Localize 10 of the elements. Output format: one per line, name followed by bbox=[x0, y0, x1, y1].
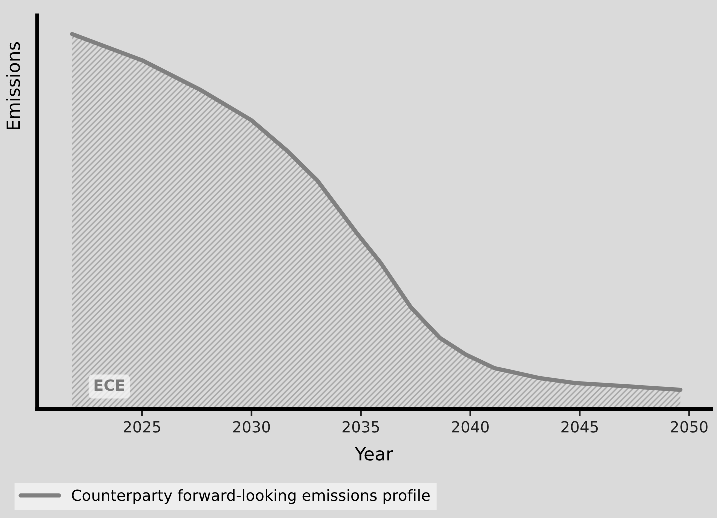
annotation: ECE bbox=[94, 380, 124, 392]
x-tick-label: 2040 bbox=[452, 421, 489, 433]
x-tick-label: 2035 bbox=[342, 421, 380, 433]
x-tick-label: 2025 bbox=[124, 421, 160, 433]
legend-label: Counterparty forward-looking emissions profile bbox=[72, 489, 430, 504]
x-axis-title: Year bbox=[355, 447, 394, 461]
x-tick-label: 2045 bbox=[562, 421, 598, 433]
x-tick-label: 2030 bbox=[233, 421, 270, 433]
y-axis-title: Emissions bbox=[6, 42, 20, 130]
x-tick-label: 2050 bbox=[671, 421, 708, 433]
